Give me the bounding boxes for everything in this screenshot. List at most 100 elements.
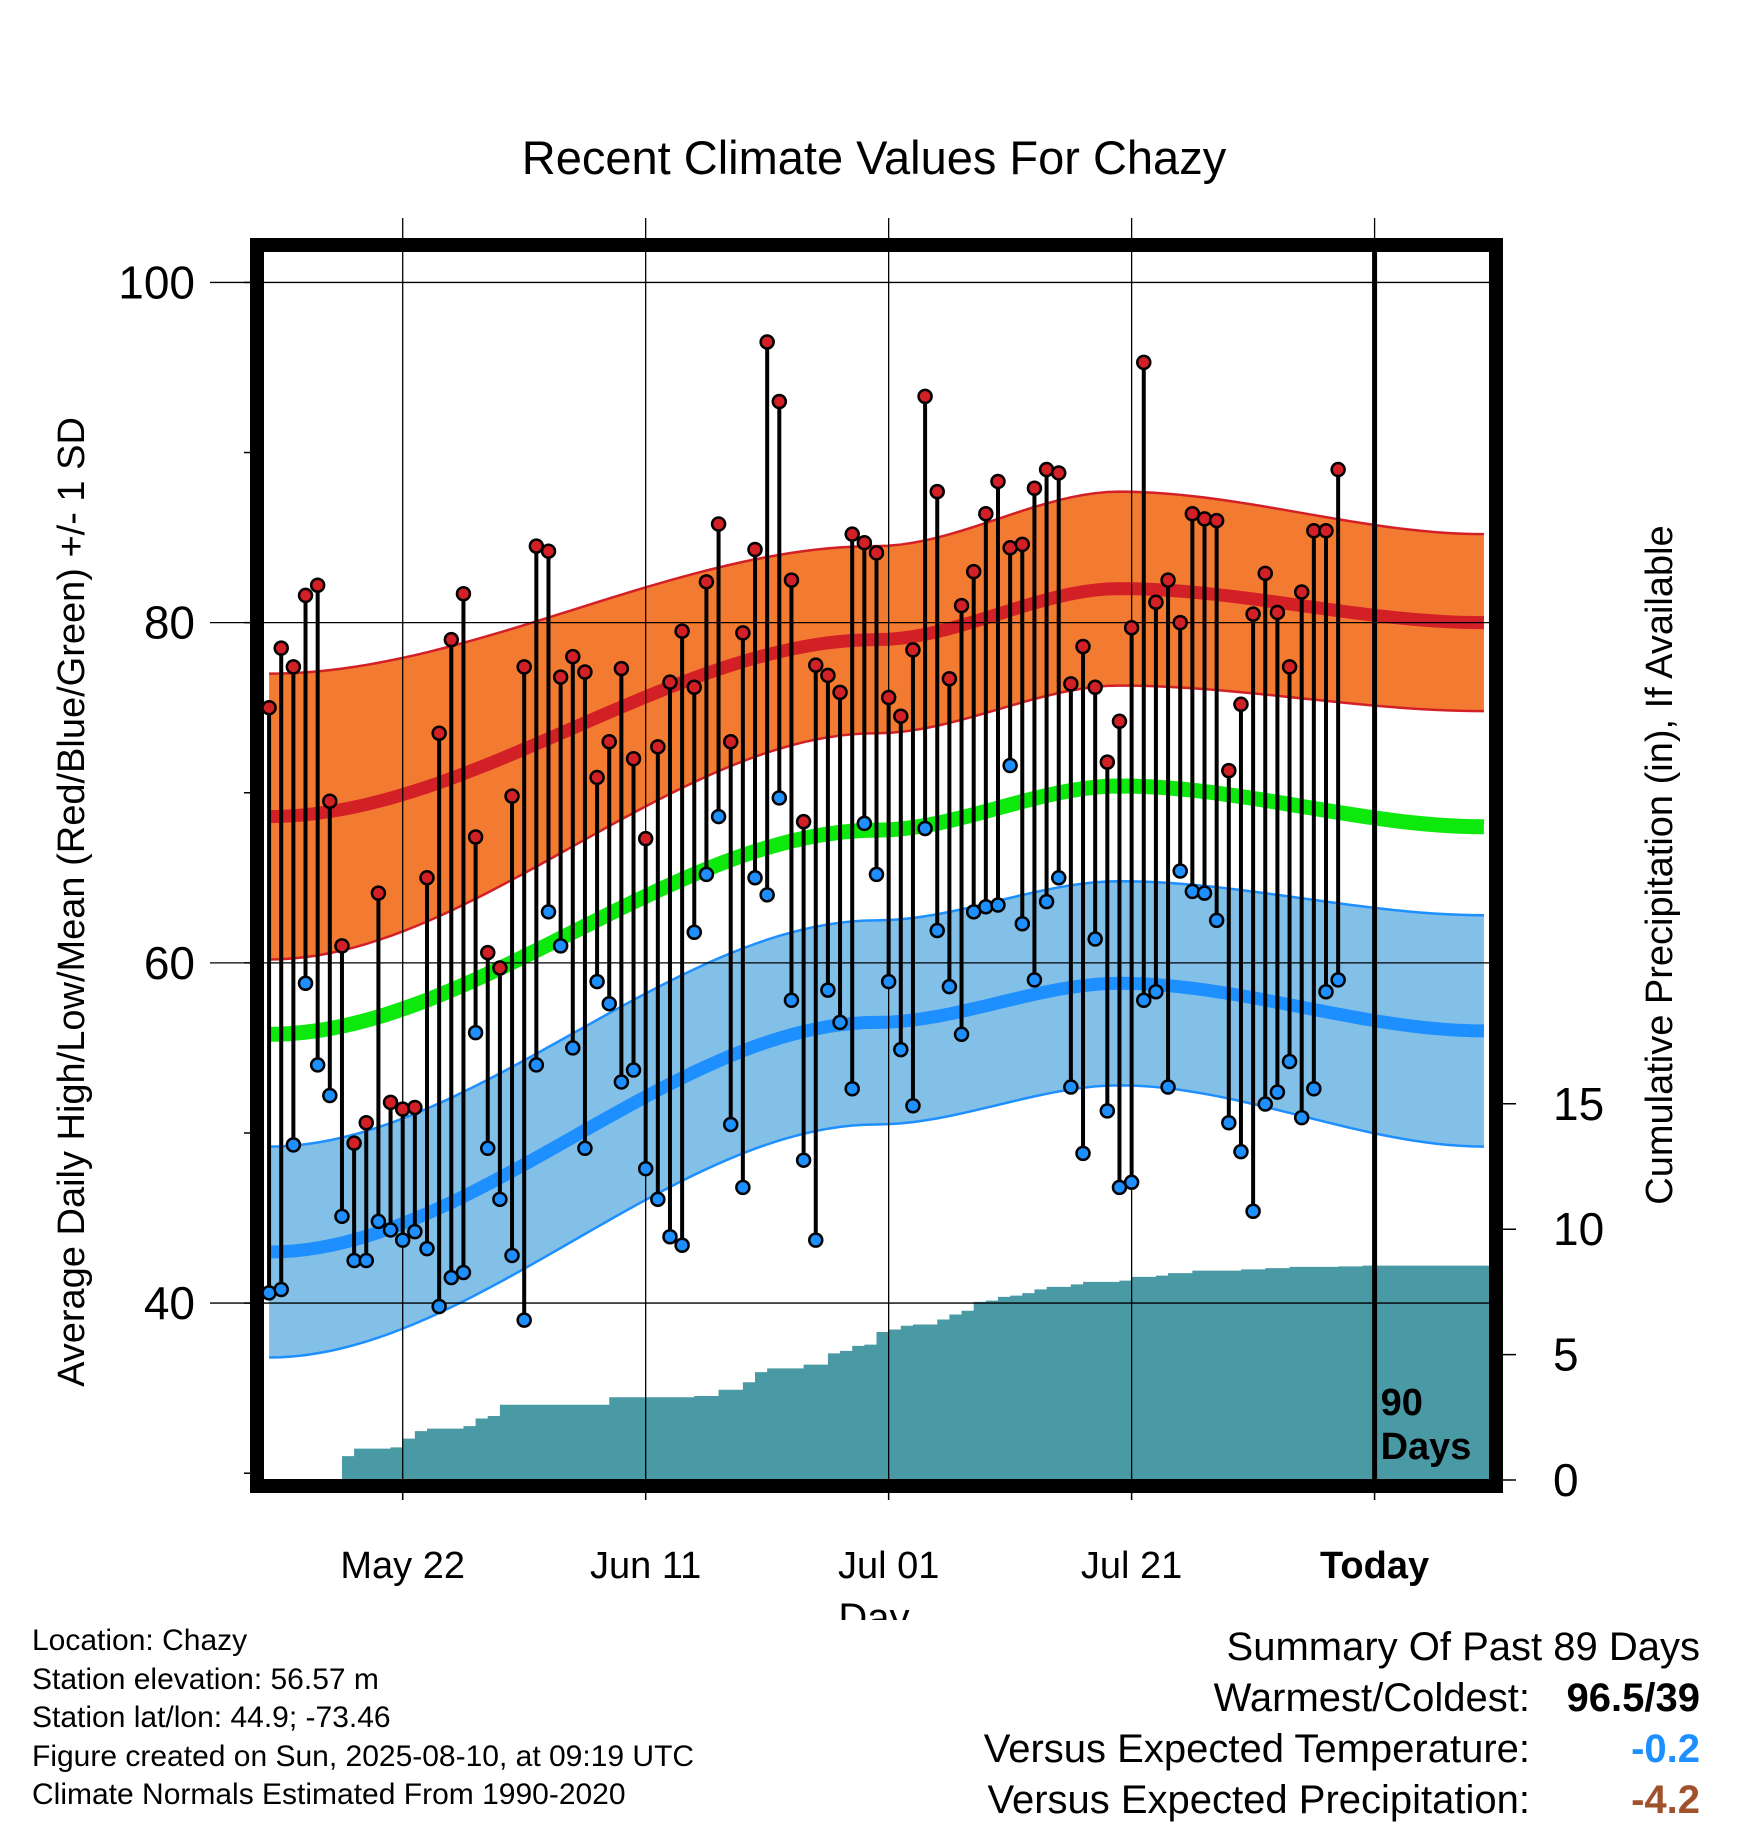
daily-low-point — [1221, 1115, 1237, 1131]
daily-high-point — [1269, 604, 1286, 621]
daily-high-point — [1172, 614, 1188, 631]
summary-precip-row: Versus Expected Precipitation: -4.2 — [984, 1775, 1700, 1826]
normal-low-band-lower-edge — [269, 1084, 1484, 1359]
daily-low-point — [868, 866, 885, 883]
daily-low-point — [1233, 1143, 1249, 1160]
daily-high-point — [710, 516, 727, 532]
daily-high-point — [467, 829, 484, 845]
daily-low-point — [795, 1152, 812, 1168]
daily-low-point — [686, 924, 703, 940]
latlon-text: Station lat/lon: 44.9; -73.46 — [32, 1701, 391, 1734]
daily-low-point — [1196, 885, 1213, 901]
daily-high-point — [261, 699, 277, 716]
daily-low-point — [735, 1179, 751, 1196]
daily-high-point — [297, 587, 314, 604]
daily-low-point — [394, 1232, 411, 1248]
daily-low-point — [1293, 1109, 1310, 1126]
daily-high-point — [358, 1115, 375, 1131]
x-tick-label: May 22 — [340, 1545, 465, 1587]
daily-high-point — [1087, 679, 1103, 696]
precip-anomaly-value: -4.2 — [1631, 1778, 1700, 1822]
daily-high-point — [1208, 512, 1225, 529]
daily-high-point — [650, 739, 666, 755]
daily-low-point — [1002, 757, 1018, 774]
daily-low-point — [832, 1014, 848, 1031]
daily-low-point — [771, 790, 788, 806]
daily-high-point — [965, 563, 982, 580]
daily-high-point — [1281, 659, 1298, 675]
normals-text: Climate Normals Estimated From 1990-2020 — [32, 1778, 626, 1811]
x-tick-label: Jul 21 — [1081, 1545, 1182, 1587]
daily-low-point — [978, 898, 994, 915]
daily-low-point — [1318, 984, 1334, 1000]
daily-high-point — [1111, 713, 1128, 730]
x-axis-label: Day — [838, 1596, 909, 1620]
daily-high-point — [868, 545, 885, 561]
daily-high-point — [443, 631, 460, 648]
daily-high-point — [504, 788, 520, 804]
daily-low-point — [297, 975, 314, 992]
daily-high-point — [382, 1094, 399, 1111]
daily-high-point — [431, 725, 447, 741]
daily-low-point — [492, 1191, 508, 1208]
daily-low-point — [710, 808, 727, 825]
daily-high-point — [1196, 511, 1213, 527]
daily-high-point — [941, 671, 958, 687]
daily-high-point — [577, 664, 593, 680]
daily-high-point — [674, 623, 690, 639]
daily-low-point — [698, 866, 715, 883]
daily-high-point — [735, 625, 751, 641]
daily-high-point — [322, 793, 338, 810]
daily-low-point — [552, 938, 569, 954]
daily-high-point — [1123, 619, 1140, 636]
daily-low-point — [808, 1232, 824, 1248]
x-tick-label: Today — [1320, 1545, 1429, 1587]
elevation-text: Station elevation: 56.57 m — [32, 1662, 379, 1696]
created-text: Figure created on Sun, 2025-08-10, at 09… — [32, 1739, 695, 1773]
daily-high-point — [832, 684, 848, 701]
plot-frame — [250, 238, 1503, 1493]
daily-high-point — [1160, 572, 1176, 588]
daily-high-point — [759, 334, 775, 350]
daily-low-point — [1026, 972, 1043, 988]
daily-low-point — [759, 887, 775, 903]
chart-title: Recent Climate Values For Chazy — [522, 131, 1227, 184]
daily-low-point — [601, 995, 617, 1012]
daily-high-point — [334, 938, 350, 954]
daily-high-point — [893, 708, 909, 724]
daily-low-point — [929, 922, 945, 939]
daily-low-point — [1208, 912, 1225, 929]
daily-low-point — [455, 1264, 472, 1281]
x-tick-label: Jun 11 — [590, 1545, 701, 1587]
daily-high-point — [698, 574, 715, 590]
today-marker-label: Days — [1381, 1426, 1472, 1468]
daily-high-point — [880, 689, 897, 706]
x-tick-label: Jul 01 — [838, 1545, 939, 1587]
daily-low-point — [1148, 984, 1164, 1000]
daily-high-point — [455, 585, 472, 602]
daily-low-point — [431, 1298, 447, 1315]
daily-high-point — [1026, 480, 1043, 497]
daily-low-point — [747, 870, 763, 886]
daily-high-point — [492, 960, 508, 976]
station-info: Location: Chazy Station elevation: 56.57… — [32, 1622, 694, 1815]
temp-anomaly-label: Versus Expected Temperature: — [983, 1727, 1530, 1771]
daily-high-point — [394, 1101, 411, 1117]
summary-temp-row: Versus Expected Temperature: -0.2 — [984, 1724, 1700, 1775]
daily-high-point — [1099, 754, 1116, 770]
daily-low-point — [1257, 1096, 1274, 1112]
normal-low-band-upper-edge — [269, 879, 1484, 1148]
daily-low-point — [589, 973, 605, 990]
y2-tick-label: 0 — [1553, 1454, 1579, 1506]
daily-high-point — [273, 640, 289, 656]
daily-low-point — [1172, 863, 1188, 879]
daily-low-point — [1306, 1080, 1322, 1097]
daily-low-point — [625, 1062, 642, 1078]
daily-high-point — [929, 483, 945, 500]
daily-high-point — [856, 534, 873, 551]
daily-high-point — [1245, 606, 1261, 622]
warmest-value: 96.5/39 — [1566, 1676, 1700, 1720]
daily-low-point — [516, 1312, 532, 1328]
daily-high-point — [309, 577, 326, 593]
